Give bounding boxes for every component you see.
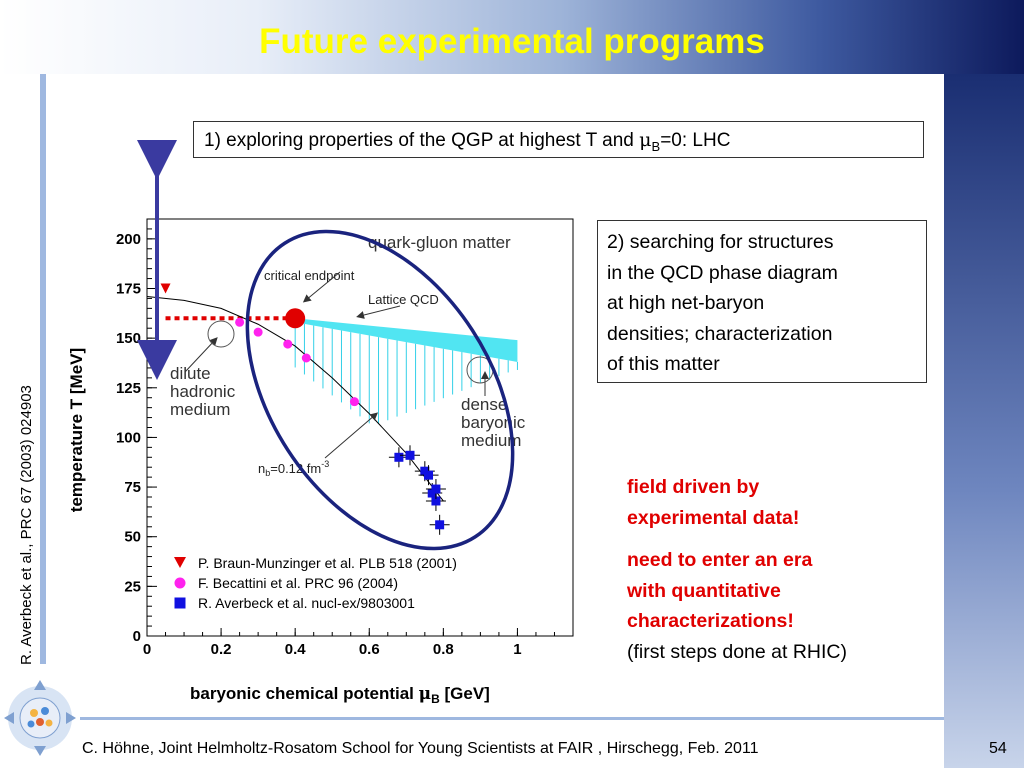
mu-symbol: μ [639, 129, 652, 151]
fair-program-box: 2) searching for structures in the QCD p… [597, 220, 927, 383]
y-tick-label: 25 [124, 578, 141, 595]
page-number: 54 [989, 740, 1007, 757]
square-point [435, 520, 445, 530]
circle-point [235, 317, 245, 327]
x-tick-label: 0.6 [359, 641, 380, 658]
critical-endpoint-label: critical endpoint [264, 268, 355, 283]
y-tick-label: 0 [133, 628, 141, 645]
y-tick-label: 75 [124, 479, 141, 496]
mu-sub: B [651, 138, 661, 154]
x-tick-label: 0.4 [285, 641, 307, 658]
square-point [424, 470, 434, 480]
title-bar [0, 0, 1024, 74]
svg-text:baryonic chemical potential: baryonic chemical potential μB [GeV] [190, 684, 490, 707]
y-tick-label: 50 [124, 529, 141, 546]
fair-line: in the QCD phase diagram [607, 261, 838, 284]
highlight-notes: field driven by experimental data! need … [627, 472, 937, 637]
lhc-program-text: 1) exploring properties of the QGP at hi… [204, 130, 640, 151]
fair-line: densities; characterization [607, 322, 833, 345]
x-tick-label: 0.2 [211, 641, 232, 658]
dilute-circle [207, 320, 235, 348]
lhc-program-box: 1) exploring properties of the QGP at hi… [193, 121, 924, 158]
critical-endpoint-marker [285, 308, 306, 329]
fair-line: of this matter [607, 353, 720, 375]
note-line: field driven by [627, 476, 760, 498]
x-tick-label: 0 [143, 641, 151, 658]
x-axis-label-group: baryonic chemical potential μB [GeV] [190, 684, 490, 707]
note-line: experimental data! [627, 506, 800, 529]
y-tick-label: 200 [116, 231, 141, 248]
note-line: characterizations! [627, 610, 794, 632]
x-tick-label: 0.8 [433, 641, 454, 658]
nb-pointer [324, 412, 379, 459]
x-axis-sub: B [431, 692, 440, 706]
logo-icon [4, 680, 76, 756]
circle-point [349, 397, 359, 407]
nb-label: nb=0.12 fm-3 [258, 459, 329, 478]
square-point [431, 496, 441, 506]
legend-marker [174, 557, 186, 568]
y-tick-label: 150 [116, 330, 141, 347]
footer-divider [80, 717, 944, 720]
y-tick-label: 125 [116, 380, 141, 397]
legend-label: F. Becattini et al. PRC 96 (2004) [198, 575, 398, 591]
freeze-out-curve [146, 295, 444, 502]
qgm-label: quark-gluon matter [368, 233, 511, 252]
fair-line: 2) searching for structures [607, 231, 834, 253]
footer-text: C. Höhne, Joint Helmholtz-Rosatom School… [82, 740, 759, 757]
legend-marker [174, 577, 186, 589]
legend-label: P. Braun-Munzinger et al. PLB 518 (2001) [198, 555, 457, 571]
dense-label: dense baryonic medium [461, 395, 530, 450]
square-point [405, 450, 415, 460]
right-decoration-band [944, 74, 1024, 768]
legend-label: R. Averbeck et al. nucl-ex/9803001 [198, 595, 415, 611]
left-decoration-bar [40, 74, 46, 664]
slide-title: Future experimental programs [259, 22, 765, 61]
square-point [394, 452, 404, 462]
legend-marker [174, 597, 186, 609]
y-tick-label: 100 [116, 429, 141, 446]
x-axis-label: baryonic chemical potential [190, 684, 414, 703]
y-axis-label: temperature T [MeV] [67, 348, 86, 512]
lattice-band [295, 318, 518, 362]
rhic-note: (first steps done at RHIC) [627, 641, 847, 663]
high-density-ellipse [245, 229, 515, 551]
dilute-pointer [184, 337, 218, 373]
lhc-program-tail: =0: LHC [660, 130, 731, 151]
x-tick-label: 1 [513, 641, 521, 658]
y-tick-label: 175 [116, 281, 141, 298]
fair-line: at high net-baryon [607, 292, 765, 314]
circle-point [283, 339, 293, 349]
x-axis-unit: [GeV] [445, 684, 490, 703]
lattice-qcd-label: Lattice QCD [368, 292, 439, 307]
note-line: need to enter an era [627, 549, 813, 571]
note-line: with quantitative [627, 579, 781, 602]
circle-point [301, 353, 311, 363]
circle-point [253, 327, 263, 337]
lattice-pointer [356, 305, 401, 319]
dilute-label: dilute hadronic medium [170, 364, 240, 419]
critical-pointer [302, 271, 341, 303]
square-point [431, 484, 441, 494]
x-axis-symbol: μ [419, 684, 431, 704]
